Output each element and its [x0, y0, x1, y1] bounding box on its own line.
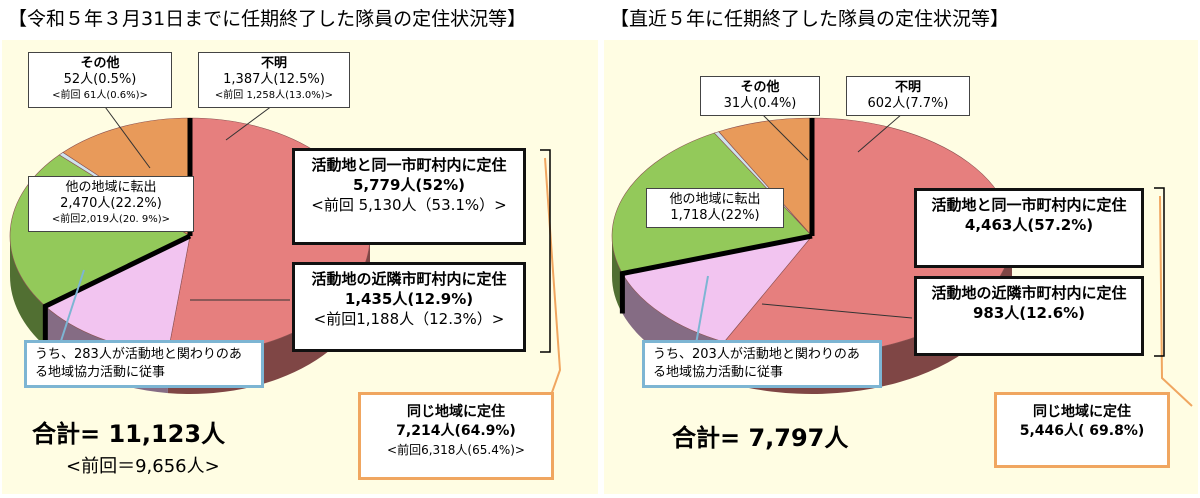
slice-count: 1,718人 [670, 208, 721, 223]
slice-prev: <前回1,188人（12.3%）> [313, 310, 505, 328]
slice-label: 活動地の近隣市町村内に定住 [311, 270, 507, 288]
slice-label: その他 [80, 56, 120, 71]
slice-count: 52人 [63, 72, 94, 87]
same-region-count: 7,214人 [396, 423, 455, 439]
slice-label: 活動地の近隣市町村内に定住 [931, 284, 1127, 302]
slice-count: 983人 [972, 304, 1020, 322]
slice-percent: 12.9 [414, 290, 452, 308]
leader-line [59, 269, 85, 345]
chart-title: 【直近５年に任期終了した隊員の定住状況等】 [610, 8, 1010, 30]
label-unknown: 不明 1,387人(12.5%) <前回 1,258人(13.0%)> [198, 52, 350, 108]
label-same-municipality: 活動地と同一市町村内に定住 4,463人(57.2%) [914, 188, 1144, 268]
leader-line [99, 99, 151, 169]
slice-label: 他の地域に転出 [65, 180, 157, 195]
slice-percent: 12.5 [278, 72, 308, 87]
slice-prev: <前回 5,130人（53.1%）> [311, 196, 507, 214]
chart-panel-right: 【直近５年に任期終了した隊員の定住状況等】 その他 31人(0.4%) 不明 6… [602, 0, 1200, 498]
total-value: 11,123人 [108, 420, 226, 448]
slice-percent: 52 [422, 176, 444, 194]
same-region-count: 5,446人 [1019, 423, 1079, 439]
chart-title: 【令和５年３月31日までに任期終了した隊員の定住状況等】 [8, 8, 527, 30]
label-moved-out: 他の地域に転出 2,470人(22.2%) <前回2,019人(20. 9%)> [28, 176, 194, 232]
slice-side [10, 236, 46, 347]
slice-percent: 22.2 [115, 196, 145, 211]
label-other: その他 31人(0.4%) [700, 76, 820, 116]
total: 合計= 7,797人 [672, 418, 848, 453]
slice-label: 不明 [260, 56, 287, 71]
total-value: 7,797人 [748, 424, 849, 452]
same-region-boundary [42, 233, 192, 347]
slice-label: 活動地と同一市町村内に定住 [931, 196, 1127, 214]
slice-count: 2,470人 [60, 196, 111, 211]
total-label: 合計= [672, 424, 741, 452]
slice-percent: 12.6 [1026, 304, 1064, 322]
slice-label: 活動地と同一市町村内に定住 [311, 156, 507, 174]
leader-line [544, 157, 562, 399]
label-unknown: 不明 602人(7.7%) [846, 76, 970, 116]
label-neighbor-municipality: 活動地の近隣市町村内に定住 1,435人(12.9%) <前回1,188人（12… [292, 262, 526, 352]
label-moved-out: 他の地域に転出 1,718人(22%) [646, 188, 784, 228]
chart-panel-left: 【令和５年３月31日までに任期終了した隊員の定住状況等】 その他 52人(0.5… [2, 8, 598, 494]
slice-percent: 7.7 [910, 96, 932, 111]
label-neighbor-municipality: 活動地の近隣市町村内に定住 983人(12.6%) [914, 276, 1144, 356]
same-region-label: 同じ地域に定住 [407, 404, 505, 420]
slice-count: 1,435人 [344, 290, 408, 308]
leader-line [761, 113, 809, 161]
group-bracket [540, 149, 551, 353]
slice-count: 5,779人 [352, 176, 416, 194]
slice-count: 31人 [723, 96, 754, 111]
same-region-prev: <前回6,318人(65.4%)> [387, 443, 525, 457]
total: 合計= 11,123人 [32, 414, 225, 449]
same-region-percent: (64.9%) [454, 423, 516, 439]
slice-prev: <前回 1,258人(13.0%)> [214, 90, 334, 101]
leader-line [1159, 195, 1193, 407]
leader-line [761, 303, 913, 319]
leader-line [695, 275, 709, 345]
slice-prev: <前回 61人(0.6%)> [52, 90, 148, 101]
slice-prev: <前回2,019人(20. 9%)> [51, 214, 171, 225]
same-region-boundary [619, 233, 813, 314]
same-region-label: 同じ地域に定住 [1033, 404, 1131, 420]
note-box: うち、203人が活動地と関わりのある地域協力活動に従事 [642, 340, 882, 388]
pie-slice [621, 235, 813, 343]
total-label: 合計= [32, 420, 101, 448]
leader-line [857, 113, 903, 153]
total-prev: <前回＝9,656人> [66, 456, 220, 477]
slice-label: その他 [740, 80, 780, 95]
note-box: うち、283人が活動地と関わりのある地域協力活動に従事 [24, 340, 264, 388]
slice-label: 他の地域に転出 [669, 192, 761, 207]
slice-label: 不明 [894, 80, 921, 95]
slice-count: 1,387人 [223, 72, 274, 87]
same-region-box: 同じ地域に定住 7,214人(64.9%) <前回6,318人(65.4%)> [358, 392, 554, 480]
slice-percent: 0.4 [758, 96, 779, 111]
group-bracket [1154, 187, 1165, 357]
slice-percent: 57.2 [1034, 216, 1072, 234]
slice-count: 4,463人 [964, 216, 1028, 234]
same-region-percent: ( 69.8%) [1078, 423, 1145, 439]
slice-percent: 22 [725, 208, 743, 223]
same-region-box: 同じ地域に定住 5,446人( 69.8%) [994, 392, 1170, 468]
slice-percent: 0.5 [98, 72, 119, 87]
label-same-municipality: 活動地と同一市町村内に定住 5,779人(52%) <前回 5,130人（53.… [292, 148, 526, 245]
label-other: その他 52人(0.5%) <前回 61人(0.6%)> [28, 52, 172, 108]
slice-count: 602人 [867, 96, 906, 111]
